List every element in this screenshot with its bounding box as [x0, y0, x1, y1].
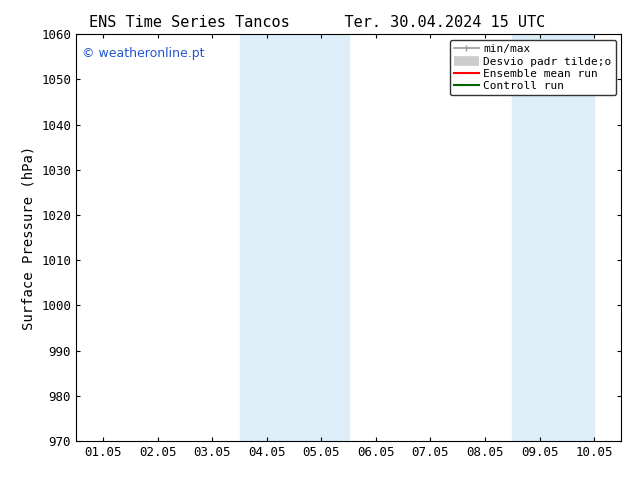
Bar [240, 34, 349, 441]
Y-axis label: Surface Pressure (hPa): Surface Pressure (hPa) [22, 146, 36, 330]
Bar [512, 34, 594, 441]
Text: © weatheronline.pt: © weatheronline.pt [82, 47, 204, 59]
Legend: min/max, Desvio padr tilde;o, Ensemble mean run, Controll run: min/max, Desvio padr tilde;o, Ensemble m… [450, 40, 616, 96]
Text: ENS Time Series Tancos      Ter. 30.04.2024 15 UTC: ENS Time Series Tancos Ter. 30.04.2024 1… [89, 15, 545, 30]
